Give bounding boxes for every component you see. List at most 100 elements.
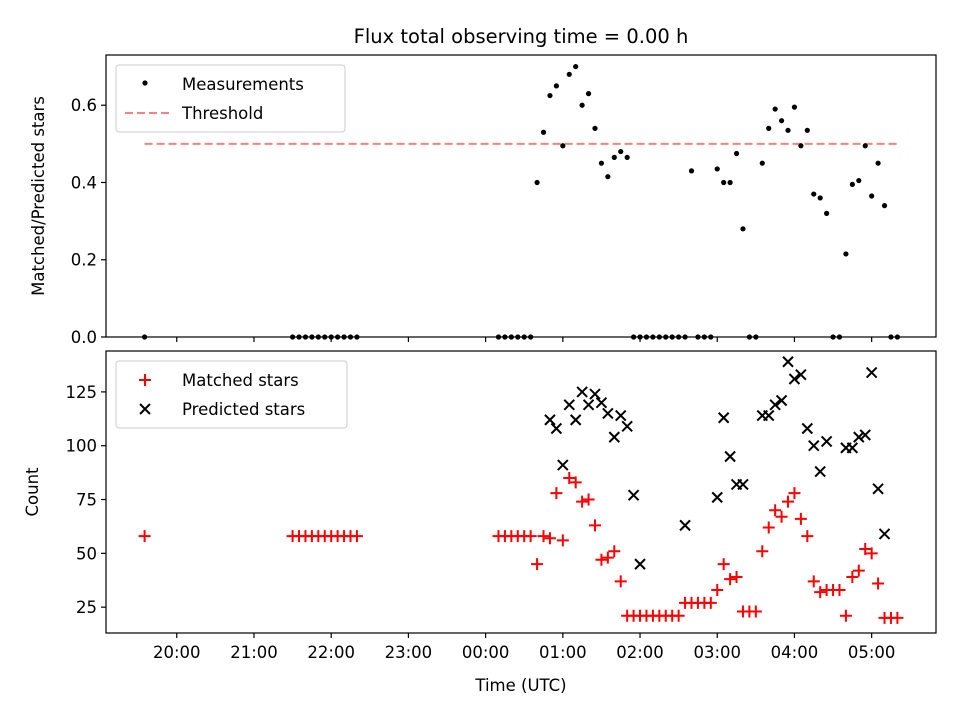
x-tick-label: 22:00	[307, 643, 355, 662]
predicted-star-point	[544, 414, 556, 426]
measurement-point	[714, 166, 720, 172]
predicted-star-point	[569, 414, 582, 426]
matched-star-point	[563, 472, 576, 485]
measurement-point	[740, 226, 746, 232]
predicted-star-point	[788, 373, 801, 385]
predicted-star-point	[808, 440, 820, 452]
matched-star-point	[614, 575, 627, 588]
predicted-star-point	[550, 422, 563, 435]
measurement-point	[566, 71, 572, 77]
predicted-star-point	[634, 558, 646, 570]
matched-star-point	[865, 547, 878, 560]
x-tick-label: 23:00	[385, 643, 433, 662]
matched-star-point	[814, 586, 827, 599]
matched-star-point	[608, 545, 621, 558]
measurement-point	[843, 251, 849, 257]
measurement-point	[579, 102, 585, 108]
measurement-point	[611, 154, 617, 160]
matched-star-points	[138, 472, 904, 624]
predicted-star-point	[820, 435, 833, 448]
predicted-star-point	[627, 489, 640, 501]
predicted-star-point	[608, 431, 621, 443]
measurement-point	[759, 160, 765, 166]
matched-star-point	[839, 609, 852, 622]
top-y-tick-label: 0.0	[71, 328, 97, 347]
predicted-star-point	[737, 478, 749, 491]
x-tick-label: 02:00	[616, 643, 664, 662]
x-tick-label: 21:00	[230, 643, 278, 662]
predicted-star-point	[589, 388, 601, 400]
predicted-star-point	[872, 483, 884, 495]
matched-star-point	[833, 583, 846, 596]
matched-star-point	[595, 553, 608, 566]
measurement-point	[791, 104, 798, 110]
matched-star-point	[724, 573, 737, 586]
predicted-star-point	[557, 459, 569, 471]
matched-star-point	[138, 530, 151, 543]
predicted-star-point	[563, 399, 575, 411]
matched-star-point	[711, 583, 724, 596]
predicted-star-point	[679, 519, 691, 532]
predicted-star-point	[865, 366, 878, 379]
measurement-point	[875, 160, 881, 166]
measurement-point	[733, 150, 740, 157]
matched-star-point	[769, 504, 782, 517]
measurement-point	[560, 143, 566, 149]
predicted-star-point	[602, 407, 614, 420]
measurement-point	[721, 179, 727, 186]
x-tick-label: 00:00	[462, 643, 510, 662]
measurement-point	[811, 191, 817, 197]
top-legend: Measurements Threshold	[115, 64, 346, 133]
matched-star-point	[859, 543, 872, 556]
legend-matched-label: Matched stars	[182, 371, 299, 390]
measurement-point	[624, 154, 630, 160]
predicted-star-point	[711, 491, 723, 504]
predicted-star-point	[782, 356, 794, 368]
measurement-point	[553, 83, 559, 89]
matched-star-point	[537, 530, 550, 543]
x-tick-label: 05:00	[848, 643, 896, 662]
predicted-star-point	[878, 528, 891, 540]
measurement-point	[540, 129, 547, 135]
measurement-point	[881, 203, 888, 209]
matched-star-point	[749, 605, 762, 618]
matched-star-point	[775, 510, 788, 523]
top-y-tick-label: 0.4	[71, 173, 97, 192]
matched-star-point	[730, 571, 743, 584]
measurement-point	[688, 168, 695, 174]
bottom-axes-frame	[105, 350, 937, 634]
top-y-tick-label: 0.6	[71, 96, 97, 115]
predicted-star-point	[814, 465, 826, 478]
measurement-point	[849, 181, 855, 188]
matched-star-point	[872, 577, 885, 590]
matched-star-point	[891, 611, 904, 624]
matched-star-point	[756, 545, 769, 558]
matched-star-point	[794, 512, 807, 525]
top-chart-title: Flux total observing time = 0.00 h	[354, 25, 689, 48]
bottom-y-tick-label: 100	[66, 437, 98, 456]
measurement-point	[778, 118, 785, 124]
predicted-star-point	[769, 399, 781, 411]
measurement-point	[824, 210, 830, 216]
legend-predicted-label: Predicted stars	[182, 400, 305, 419]
matched-star-point	[588, 519, 601, 532]
measurement-point	[869, 193, 875, 199]
matched-star-point	[852, 564, 865, 577]
measurement-point	[856, 177, 862, 184]
bottom-y-tick-label: 25	[76, 598, 97, 617]
predicted-star-point	[595, 396, 608, 409]
matched-star-point	[601, 551, 614, 564]
x-axis-label: Time (UTC)	[474, 676, 566, 695]
measurement-point	[592, 125, 598, 131]
measurement-point	[766, 125, 772, 131]
measurement-point	[785, 127, 791, 133]
predicted-star-point	[853, 431, 865, 443]
measurement-point	[534, 179, 540, 186]
measurement-point	[618, 148, 624, 155]
bottom-legend: Matched stars Predicted stars	[115, 360, 348, 429]
matched-star-point	[531, 558, 544, 571]
predicted-star-point	[859, 429, 871, 441]
bottom-y-tick-label: 50	[76, 544, 97, 563]
